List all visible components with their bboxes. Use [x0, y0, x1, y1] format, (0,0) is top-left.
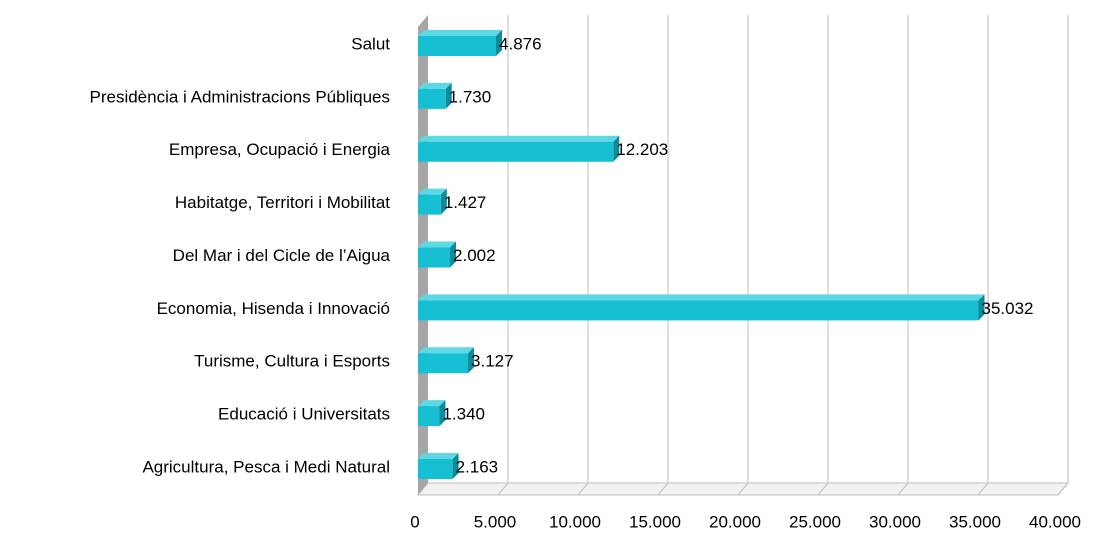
bar-side — [468, 347, 475, 374]
bar-side — [496, 30, 503, 56]
y-tick-label: Agricultura, Pesca i Medi Natural — [142, 457, 390, 476]
x-tick-label: 20.000 — [709, 512, 761, 531]
value-label: 2.163 — [456, 457, 499, 476]
bar-side — [978, 294, 985, 321]
bar-front — [418, 36, 497, 56]
bar — [418, 400, 446, 427]
grid-line — [817, 482, 829, 496]
value-label: 4.876 — [499, 34, 542, 53]
bar-front — [418, 353, 469, 374]
x-tick-label: 15.000 — [629, 512, 681, 531]
value-label: 1.340 — [442, 405, 485, 424]
value-label: 2.002 — [453, 246, 496, 265]
y-tick-label: Turisme, Cultura i Esports — [194, 352, 390, 371]
bar-front — [418, 247, 451, 268]
value-label: 3.127 — [471, 352, 514, 371]
y-tick-label: Presidència i Administracions Públiques — [90, 87, 391, 106]
bar-front — [418, 459, 453, 479]
x-tick-label: 40.000 — [1029, 512, 1081, 531]
grid-line — [657, 482, 669, 496]
bar-top — [418, 188, 447, 195]
y-tick-label: Educació i Universitats — [218, 405, 390, 424]
x-tick-label: 30.000 — [869, 512, 921, 531]
bar-top — [418, 400, 446, 407]
bar-side — [440, 188, 447, 215]
value-label: 35.032 — [982, 299, 1034, 318]
bar-front — [418, 88, 446, 109]
bar-top — [418, 135, 620, 142]
value-label: 1.730 — [449, 87, 492, 106]
grid-line — [897, 482, 909, 496]
bar-top — [418, 82, 452, 89]
x-tick-label: 0 — [410, 512, 419, 531]
bar — [418, 188, 447, 215]
y-tick-label: Empresa, Ocupació i Energia — [169, 140, 391, 159]
bar — [418, 294, 985, 321]
bar — [418, 347, 475, 374]
x-tick-label: 10.000 — [549, 512, 601, 531]
bar-front — [418, 406, 440, 427]
y-tick-label: Del Mar i del Cicle de l’Aigua — [173, 246, 391, 265]
grid-line — [497, 482, 509, 496]
grid-line — [577, 482, 589, 496]
grid-line — [977, 482, 989, 496]
bar-top — [418, 453, 459, 459]
value-label: 12.203 — [616, 140, 668, 159]
x-tick-label: 25.000 — [789, 512, 841, 531]
bar-top — [418, 241, 457, 248]
bar — [418, 135, 620, 162]
bar-side — [439, 400, 446, 427]
bar-top — [418, 294, 985, 301]
y-tick-label: Salut — [351, 34, 390, 53]
bar-side — [613, 135, 620, 162]
bar-top — [418, 30, 503, 36]
bar-front — [418, 194, 441, 215]
bar — [418, 453, 459, 479]
x-tick-label: 35.000 — [949, 512, 1001, 531]
bar-front — [418, 141, 614, 162]
bar — [418, 82, 452, 109]
bar — [418, 241, 457, 268]
value-label: 1.427 — [444, 193, 487, 212]
bar-side — [450, 241, 457, 268]
bar-side — [445, 82, 452, 109]
bar-top — [418, 347, 475, 354]
grid-line — [737, 482, 749, 496]
grid-line — [1057, 482, 1069, 496]
bar — [418, 30, 503, 56]
y-tick-label: Economia, Hisenda i Innovació — [157, 299, 390, 318]
y-tick-label: Habitatge, Territori i Mobilitat — [175, 193, 390, 212]
bar-front — [418, 300, 979, 321]
x-tick-label: 5.000 — [474, 512, 517, 531]
bar-side — [452, 453, 459, 479]
